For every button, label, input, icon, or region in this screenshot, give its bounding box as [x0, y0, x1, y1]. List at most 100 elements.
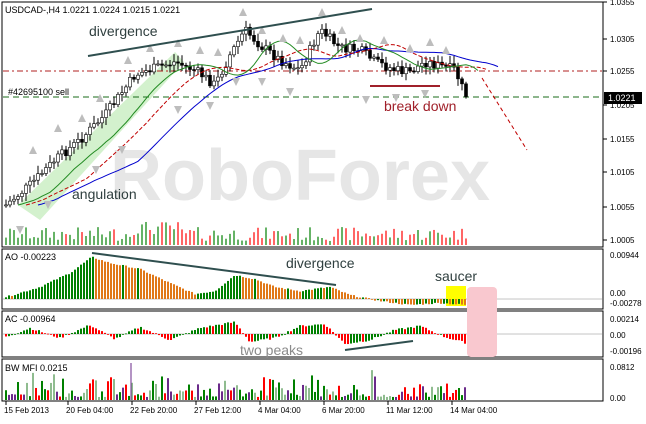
alligator-jaw-line: [37, 47, 499, 206]
mfi-bar: [377, 396, 379, 400]
mfi-bar: [278, 382, 280, 400]
ac-bar: [26, 329, 28, 334]
candle-body: [432, 61, 436, 69]
mfi-bar: [353, 384, 355, 400]
mfi-bar: [308, 387, 310, 400]
candle-body: [184, 64, 188, 67]
mfi-bar: [365, 396, 367, 400]
ao-bar: [233, 276, 235, 299]
ac-bar: [176, 334, 178, 337]
ao-bar: [335, 288, 337, 299]
fractal-down-icon: [44, 201, 52, 209]
ao-bar: [110, 263, 112, 299]
candle-body: [60, 149, 64, 155]
time-tick-label: 4 Mar 04:00: [258, 406, 301, 415]
ao-bar: [197, 293, 199, 299]
candle-body: [20, 193, 24, 197]
ao-divergence-label: divergence: [286, 255, 355, 271]
candle-body: [368, 50, 372, 59]
ao-bar: [8, 295, 10, 299]
candle-body: [372, 56, 376, 59]
ac-bar: [362, 334, 364, 342]
candle-body: [12, 198, 16, 202]
price-tick-label: 1.0105: [610, 168, 635, 177]
ao-bar: [353, 295, 355, 299]
fractal-up-icon: [54, 124, 62, 132]
mfi-bar: [419, 384, 421, 400]
fractal-up-icon: [296, 36, 304, 44]
candle-body: [116, 94, 120, 105]
mfi-bar: [443, 393, 445, 400]
ac-bar: [326, 326, 328, 334]
fractal-up-icon: [426, 38, 434, 46]
candle-body: [196, 67, 200, 70]
ac-bar: [113, 334, 115, 340]
candle-body: [100, 117, 104, 124]
mfi-bar: [422, 386, 424, 400]
candle-body: [288, 63, 292, 69]
ac-bar: [164, 334, 166, 339]
mfi-bar: [95, 380, 97, 400]
mfi-bar: [206, 395, 208, 400]
ac-bar: [290, 331, 292, 334]
ac-bar: [83, 327, 85, 334]
ao-bar: [404, 299, 406, 304]
ac-bar: [35, 330, 37, 334]
two-peaks-label: two peaks: [240, 342, 303, 358]
ao-bar: [293, 290, 295, 299]
ao-bar: [221, 285, 223, 299]
ao-bar: [296, 290, 298, 299]
mfi-tick-label: 0.0812: [610, 363, 635, 372]
ac-bar: [125, 333, 127, 335]
mfi-bar: [413, 387, 415, 400]
mfi-bar: [434, 394, 436, 400]
ac-tick-label: 0.00: [610, 331, 626, 340]
ac-bar: [95, 328, 97, 334]
ao-bar: [149, 273, 151, 299]
candle-body: [316, 33, 320, 46]
mfi-bar: [329, 394, 331, 400]
candle-body: [108, 103, 112, 111]
ac-bar: [413, 327, 415, 334]
ac-histogram: [5, 321, 466, 345]
mfi-bar: [416, 396, 418, 400]
ac-bar: [260, 334, 262, 340]
ao-bar: [176, 285, 178, 299]
candle-body: [148, 70, 152, 73]
candle-body: [280, 55, 284, 66]
ao-bar: [359, 297, 361, 299]
mfi-bar: [461, 395, 463, 400]
candle-body: [352, 43, 356, 52]
ao-bar: [398, 299, 400, 305]
ac-bar: [170, 334, 172, 341]
mfi-bar: [389, 396, 391, 400]
ao-bar: [452, 299, 454, 305]
ac-bar: [281, 334, 283, 336]
candle-body: [324, 28, 328, 37]
ac-bar: [311, 325, 313, 334]
ac-bar: [17, 333, 19, 335]
ac-bar: [380, 334, 382, 337]
candle-body: [416, 65, 420, 72]
mfi-bar: [74, 395, 76, 400]
ac-bar: [353, 334, 355, 343]
ao-bar: [146, 272, 148, 299]
mfi-bar: [41, 380, 43, 400]
ao-divergence-trendline: [91, 252, 337, 286]
mfi-bar: [314, 391, 316, 400]
ac-bar: [29, 327, 31, 334]
ac-bar: [347, 334, 349, 345]
time-tick-label: 14 Mar 04:00: [450, 406, 498, 415]
mfi-bar: [107, 381, 109, 400]
candle-body: [104, 109, 108, 118]
ac-bar: [5, 334, 7, 337]
mfi-bar: [311, 375, 313, 400]
mfi-bar: [188, 384, 190, 400]
header-mfi: BW MFI 0.0215: [5, 363, 68, 373]
ao-bar: [410, 299, 412, 305]
candle-body: [272, 49, 276, 61]
mfi-bar: [464, 387, 466, 400]
ac-bar: [161, 334, 163, 337]
fractal-up-icon: [174, 39, 182, 47]
